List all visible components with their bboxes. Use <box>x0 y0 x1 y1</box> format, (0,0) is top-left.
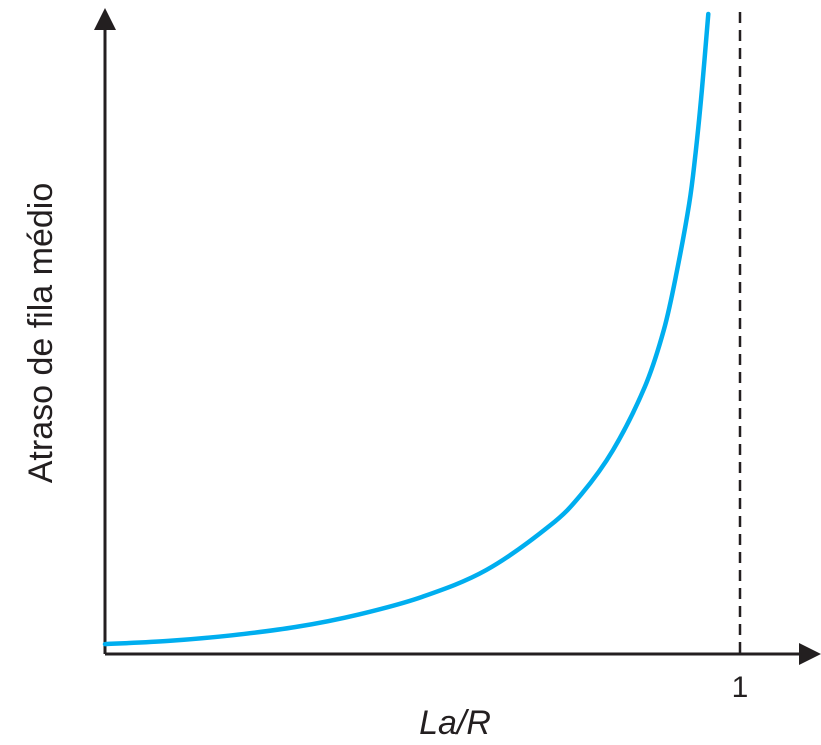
y-axis-arrow-icon <box>94 8 116 30</box>
x-axis-arrow-icon <box>799 643 821 665</box>
y-axis-title: Atraso de fila médio <box>22 183 60 484</box>
x-tick-label: 1 <box>732 671 749 704</box>
series-curve <box>102 11 711 647</box>
x-axis-title: La/R <box>419 704 491 742</box>
